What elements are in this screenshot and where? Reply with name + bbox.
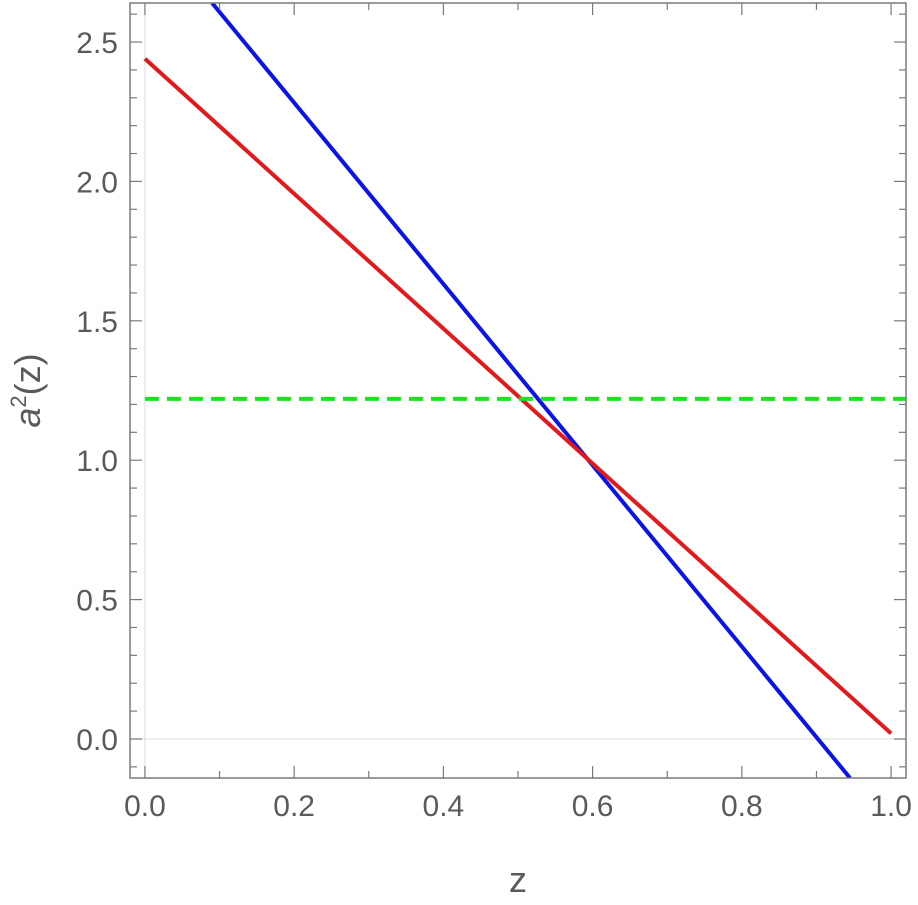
x-tick-label: 0.2 xyxy=(273,790,315,823)
y-axis-title-sup: 2 xyxy=(6,395,31,407)
y-tick-labels: 0.0 0.5 1.0 1.5 2.0 2.5 xyxy=(76,27,118,757)
series-line-blue xyxy=(210,3,852,778)
y-tick-label: 1.5 xyxy=(76,306,118,339)
x-tick-labels: 0.0 0.2 0.4 0.6 0.8 1.0 xyxy=(124,790,912,823)
x-tick-label: 1.0 xyxy=(870,790,912,823)
x-tick-label: 0.4 xyxy=(423,790,465,823)
plot-frame xyxy=(129,2,907,779)
x-axis-title: z xyxy=(509,859,527,900)
x-tick-label: 0.8 xyxy=(721,790,763,823)
y-tick-label: 0.0 xyxy=(76,724,118,757)
y-tick-label: 1.0 xyxy=(76,445,118,478)
y-axis-title-base: a xyxy=(7,408,48,428)
ticks-layer xyxy=(130,3,906,778)
y-tick-label: 2.5 xyxy=(76,27,118,60)
y-axis-title-rest: (z) xyxy=(7,353,48,395)
x-tick-label: 0.6 xyxy=(572,790,614,823)
y-axis-title: a2(z) xyxy=(6,353,48,427)
x-tick-label: 0.0 xyxy=(124,790,166,823)
y-tick-label: 0.5 xyxy=(76,585,118,618)
series-line-red xyxy=(143,57,893,735)
series-layer xyxy=(143,3,906,778)
zero-lines xyxy=(130,3,906,778)
y-tick-label: 2.0 xyxy=(76,166,118,199)
